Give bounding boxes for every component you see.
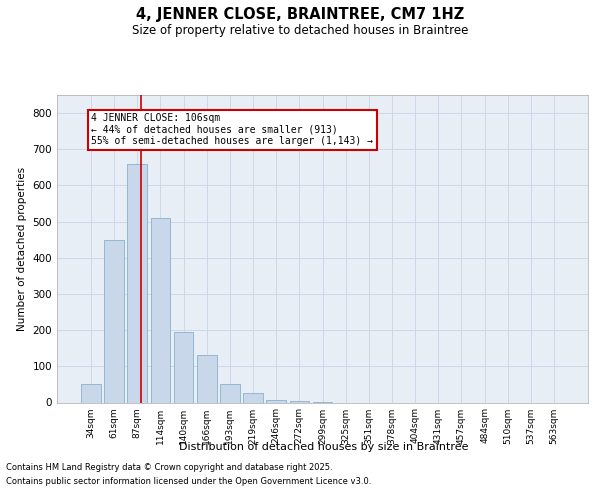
Bar (81, 384, 101, 402)
Bar (266, 400, 286, 402)
Bar (151, 218, 170, 402)
Bar (220, 384, 240, 402)
Text: Distribution of detached houses by size in Braintree: Distribution of detached houses by size … (179, 442, 469, 452)
Bar (127, 164, 147, 402)
Text: Size of property relative to detached houses in Braintree: Size of property relative to detached ho… (132, 24, 468, 37)
Text: 4, JENNER CLOSE, BRAINTREE, CM7 1HZ: 4, JENNER CLOSE, BRAINTREE, CM7 1HZ (136, 8, 464, 22)
Text: Contains public sector information licensed under the Open Government Licence v3: Contains public sector information licen… (6, 477, 371, 486)
Bar (243, 394, 263, 402)
Bar (197, 356, 217, 403)
Bar (104, 240, 124, 402)
Bar (174, 332, 193, 402)
Text: Contains HM Land Registry data © Crown copyright and database right 2025.: Contains HM Land Registry data © Crown c… (6, 464, 332, 472)
Y-axis label: Number of detached properties: Number of detached properties (17, 166, 27, 331)
Text: 4 JENNER CLOSE: 106sqm
← 44% of detached houses are smaller (913)
55% of semi-de: 4 JENNER CLOSE: 106sqm ← 44% of detached… (91, 113, 373, 146)
